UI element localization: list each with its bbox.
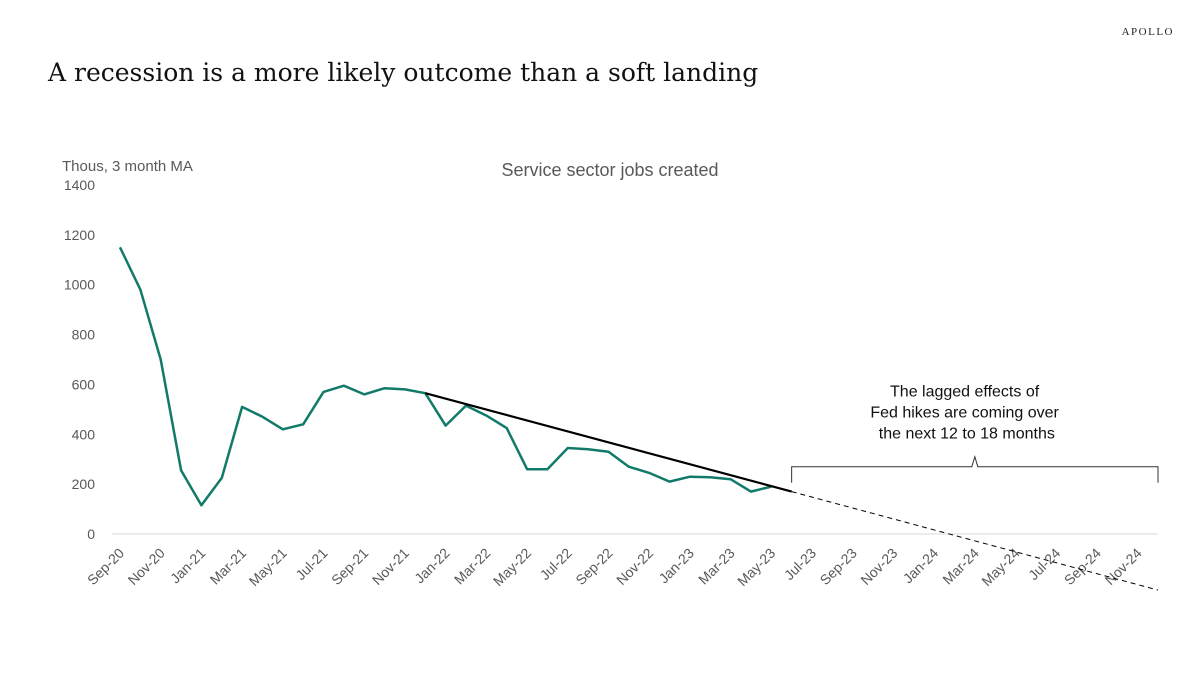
- y-tick-label: 400: [72, 426, 96, 442]
- annotation-text: The lagged effects of Fed hikes are comi…: [870, 384, 1063, 443]
- y-axis-ticks: 0 200 400 600 800 1000 1200 1400: [64, 177, 95, 542]
- y-tick-label: 600: [72, 376, 96, 392]
- x-tick-label: Mar-22: [451, 545, 494, 588]
- annotation-line-2: Fed hikes are coming over: [870, 405, 1059, 422]
- x-tick-label: Jan-24: [900, 545, 942, 587]
- x-tick-label: Sep-23: [817, 545, 860, 588]
- x-tick-label: May-21: [246, 545, 290, 589]
- x-tick-label: Mar-21: [207, 545, 250, 588]
- x-tick-label: Jan-22: [411, 545, 453, 587]
- trend-line: [425, 392, 792, 493]
- x-tick-label: Jul-21: [292, 545, 330, 583]
- projection-dashed-line: [791, 491, 1159, 591]
- annotation-line-1: The lagged effects of: [890, 384, 1040, 401]
- x-tick-label: Sep-22: [572, 545, 615, 588]
- y-tick-label: 0: [87, 526, 95, 542]
- service-jobs-series-line: [118, 246, 772, 507]
- x-tick-label: Sep-21: [328, 545, 371, 588]
- x-tick-label: May-22: [490, 545, 534, 589]
- brand-logo: APOLLO: [1121, 26, 1174, 38]
- x-tick-label: Nov-20: [125, 545, 168, 588]
- x-tick-label: Nov-24: [1102, 545, 1145, 588]
- x-tick-label: Jul-22: [537, 545, 575, 583]
- chart-title: Service sector jobs created: [501, 160, 718, 180]
- x-tick-label: Jul-24: [1025, 545, 1063, 583]
- page-headline: A recession is a more likely outcome tha…: [48, 58, 759, 87]
- x-tick-label: Jan-21: [167, 545, 209, 587]
- y-axis-label: Thous, 3 month MA: [62, 158, 193, 175]
- x-tick-label: May-24: [978, 545, 1022, 589]
- x-tick-label: Mar-23: [695, 545, 738, 588]
- y-tick-label: 200: [72, 476, 96, 492]
- x-tick-label: Nov-21: [369, 545, 412, 588]
- x-tick-label: Nov-23: [857, 545, 900, 588]
- y-tick-label: 1000: [64, 277, 95, 293]
- x-tick-label: Sep-20: [84, 545, 127, 588]
- x-tick-label: May-23: [734, 545, 778, 589]
- annotation-brace: [791, 454, 1159, 483]
- x-tick-label: Mar-24: [939, 545, 982, 588]
- x-tick-label: Sep-24: [1061, 545, 1104, 588]
- y-tick-label: 1200: [64, 227, 95, 243]
- x-tick-label: Jul-23: [781, 545, 819, 583]
- annotation-line-3: the next 12 to 18 months: [879, 426, 1055, 443]
- x-tick-label: Nov-22: [613, 545, 656, 588]
- x-tick-label: Jan-23: [655, 545, 697, 587]
- y-tick-label: 1400: [64, 177, 95, 193]
- y-tick-label: 800: [72, 327, 96, 343]
